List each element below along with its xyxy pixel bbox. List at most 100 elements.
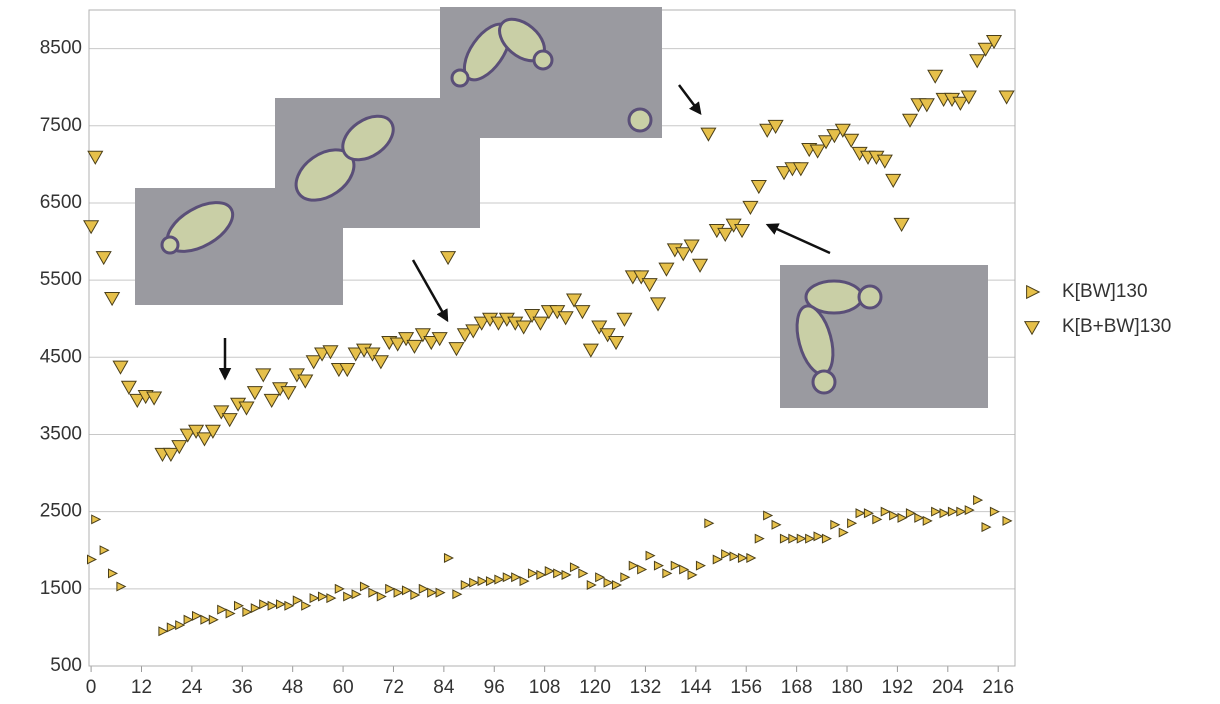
point: [810, 145, 824, 158]
point: [654, 561, 662, 569]
point: [696, 561, 704, 569]
point: [159, 627, 167, 635]
point: [503, 573, 511, 581]
point: [722, 550, 730, 558]
point: [184, 615, 192, 623]
x-tick-label: 0: [86, 677, 97, 698]
point: [495, 575, 503, 583]
point: [612, 581, 620, 589]
legend-marker: [1027, 286, 1040, 299]
point: [873, 515, 881, 523]
point: [705, 519, 713, 527]
point: [948, 507, 956, 515]
x-tick-label: 48: [282, 677, 303, 698]
point: [147, 392, 161, 405]
point: [360, 582, 368, 590]
point: [570, 563, 578, 571]
point: [940, 509, 948, 517]
point: [260, 600, 268, 608]
point: [449, 343, 463, 356]
point: [318, 592, 326, 600]
y-tick-label: 6500: [40, 192, 82, 213]
point: [848, 519, 856, 527]
point: [209, 615, 217, 623]
point: [713, 555, 721, 563]
point: [642, 279, 656, 292]
point: [197, 433, 211, 446]
chart: 5001500250035004500550065007500850001224…: [0, 0, 1220, 704]
point: [953, 97, 967, 110]
point: [621, 573, 629, 581]
point: [444, 554, 452, 562]
point: [932, 507, 940, 515]
point: [87, 555, 95, 563]
y-tick-label: 8500: [40, 38, 82, 59]
x-tick-label: 60: [333, 677, 354, 698]
x-tick-label: 12: [131, 677, 152, 698]
x-tick-label: 192: [882, 677, 914, 698]
point: [411, 591, 419, 599]
point: [928, 70, 942, 83]
point: [122, 381, 136, 394]
x-tick-label: 72: [383, 677, 404, 698]
point: [886, 174, 900, 187]
y-tick-label: 3500: [40, 423, 82, 444]
point: [407, 340, 421, 353]
x-tick-label: 96: [484, 677, 505, 698]
point: [302, 602, 310, 610]
point: [957, 507, 965, 515]
point: [436, 588, 444, 596]
point: [747, 554, 755, 562]
point: [113, 361, 127, 374]
point: [617, 313, 631, 326]
point: [293, 596, 301, 604]
x-tick-label: 36: [232, 677, 253, 698]
point: [554, 569, 562, 577]
point: [558, 312, 572, 325]
point: [579, 569, 587, 577]
point: [609, 336, 623, 349]
point: [584, 344, 598, 357]
point: [982, 523, 990, 531]
point: [701, 128, 715, 141]
point: [663, 569, 671, 577]
point: [352, 590, 360, 598]
point: [100, 546, 108, 554]
point: [638, 565, 646, 573]
point: [486, 577, 494, 585]
point: [970, 55, 984, 68]
point: [92, 515, 100, 523]
point: [814, 532, 822, 540]
point: [176, 621, 184, 629]
point: [226, 609, 234, 617]
point: [738, 554, 746, 562]
point: [789, 534, 797, 542]
point: [797, 534, 805, 542]
point: [117, 582, 125, 590]
point: [890, 511, 898, 519]
point: [520, 577, 528, 585]
x-tick-label: 204: [932, 677, 964, 698]
point: [831, 521, 839, 529]
point: [562, 571, 570, 579]
point: [780, 534, 788, 542]
point: [587, 581, 595, 589]
point: [528, 569, 536, 577]
point: [567, 294, 581, 307]
point: [239, 402, 253, 415]
y-tick-label: 4500: [40, 346, 82, 367]
x-tick-label: 84: [433, 677, 455, 698]
point: [96, 252, 110, 265]
x-tick-label: 24: [181, 677, 203, 698]
point: [298, 375, 312, 388]
point: [268, 602, 276, 610]
point: [898, 514, 906, 522]
point: [276, 600, 284, 608]
point: [88, 151, 102, 164]
y-tick-label: 500: [50, 655, 82, 676]
point: [604, 578, 612, 586]
point: [693, 259, 707, 272]
x-tick-label: 156: [730, 677, 762, 698]
point: [999, 91, 1013, 104]
